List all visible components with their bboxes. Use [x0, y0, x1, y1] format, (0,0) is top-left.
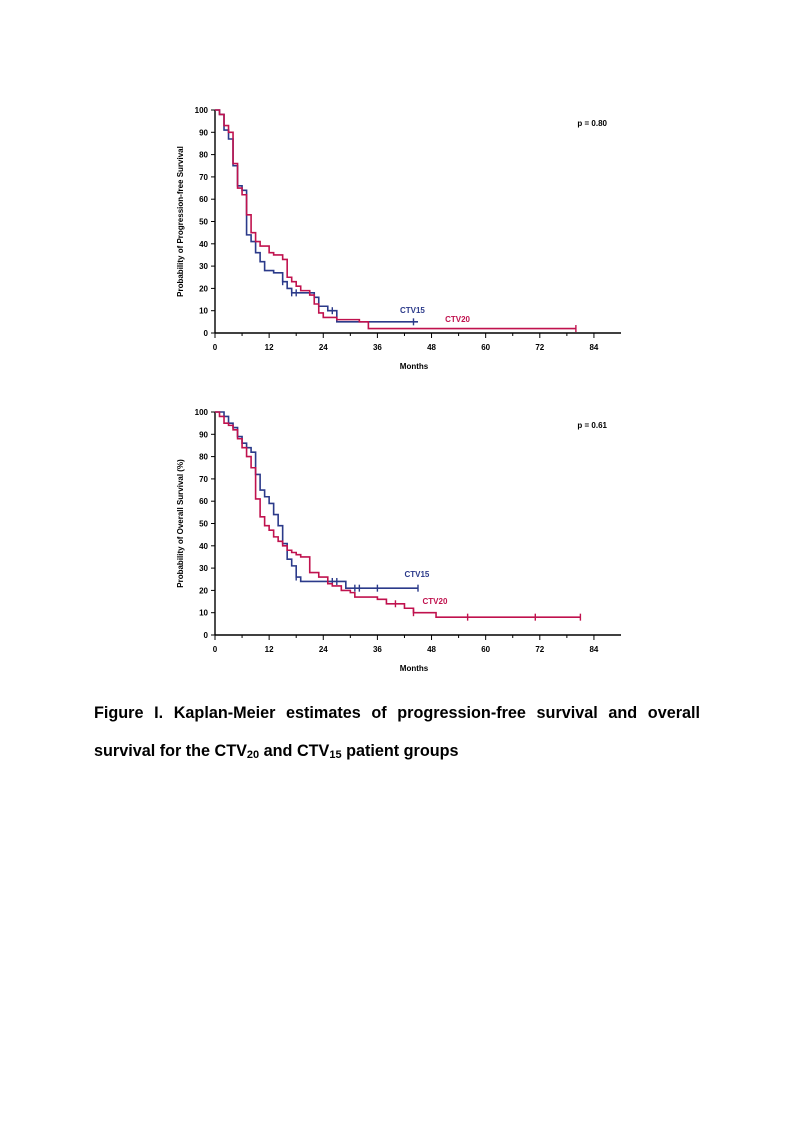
y-tick-label: 90 [199, 128, 208, 137]
y-tick-label: 30 [199, 262, 208, 271]
x-tick-label: 72 [535, 645, 544, 654]
x-tick-label: 12 [265, 343, 274, 352]
y-tick-label: 30 [199, 564, 208, 573]
y-axis-label: Probability of Overall Survival (%) [176, 459, 185, 588]
series-label-ctv15: CTV15 [404, 570, 429, 579]
y-tick-label: 20 [199, 284, 208, 293]
chart-svg: 0 10 20 30 40 50 60 70 80 90 100 0 12 24 36 48 60 72 84 Mon… [176, 408, 621, 673]
overall-survival-chart: 0 10 20 30 40 50 60 70 80 90 100 0 12 24 36 48 60 72 84 Mon… [160, 402, 640, 682]
y-axis-label: Probability of Progression-free Survival [176, 146, 185, 297]
x-tick-label: 36 [373, 645, 382, 654]
x-tick-label: 48 [427, 645, 436, 654]
series-line-ctv15 [215, 411, 418, 589]
y-tick-label: 60 [199, 195, 208, 204]
x-tick-label: 60 [481, 645, 490, 654]
y-tick-label: 40 [199, 542, 208, 551]
x-tick-label: 60 [481, 343, 490, 352]
y-tick-label: 40 [199, 240, 208, 249]
x-tick-label: 0 [213, 343, 218, 352]
y-tick-label: 80 [199, 151, 208, 160]
series-label-ctv15: CTV15 [400, 306, 425, 315]
caption-subscript-15: 15 [329, 749, 342, 761]
y-tick-label: 90 [199, 430, 208, 439]
caption-subscript-20: 20 [246, 749, 260, 761]
x-axis-label: Months [400, 362, 429, 371]
x-tick-label: 0 [213, 645, 218, 654]
x-tick-label: 12 [265, 645, 274, 654]
series-line-ctv20 [215, 411, 581, 618]
y-tick-label: 70 [199, 475, 208, 484]
x-tick-label: 24 [319, 343, 328, 352]
y-tick-label: 10 [199, 307, 208, 316]
progression-free-survival-chart: 0 10 20 30 40 50 60 70 80 90 100 0 12 24 36 48 60 72 84 Mon… [160, 100, 640, 380]
series-label-ctv20: CTV20 [445, 315, 470, 324]
chart-svg: 0 10 20 30 40 50 60 70 80 90 100 0 12 24 36 48 60 72 84 Mon… [176, 106, 621, 371]
y-tick-label: 50 [199, 520, 208, 529]
x-axis-label: Months [400, 664, 429, 673]
figure-caption: Figure I. Kaplan-Meier estimates of prog… [94, 694, 700, 770]
x-tick-label: 84 [589, 645, 598, 654]
x-tick-label: 36 [373, 343, 382, 352]
y-tick-label: 20 [199, 586, 208, 595]
y-tick-label: 10 [199, 609, 208, 618]
y-tick-label: 0 [204, 329, 209, 338]
series-line-ctv15 [215, 109, 418, 323]
p-value-annotation: p = 0.80 [577, 119, 607, 128]
y-tick-label: 50 [199, 218, 208, 227]
y-tick-label: 0 [204, 631, 209, 640]
caption-text-end: patient groups [341, 742, 459, 760]
x-tick-label: 72 [535, 343, 544, 352]
y-tick-label: 80 [199, 453, 208, 462]
series-line-ctv20 [215, 109, 576, 330]
y-tick-label: 100 [195, 408, 209, 417]
x-tick-label: 84 [589, 343, 598, 352]
p-value-annotation: p = 0.61 [577, 421, 607, 430]
caption-text-main: Figure I. Kaplan-Meier estimates of prog… [94, 704, 700, 760]
series-label-ctv20: CTV20 [423, 597, 448, 606]
y-tick-label: 60 [199, 497, 208, 506]
x-tick-label: 24 [319, 645, 328, 654]
x-tick-label: 48 [427, 343, 436, 352]
caption-text-mid: and CTV [259, 742, 330, 760]
y-tick-label: 70 [199, 173, 208, 182]
y-tick-label: 100 [195, 106, 209, 115]
